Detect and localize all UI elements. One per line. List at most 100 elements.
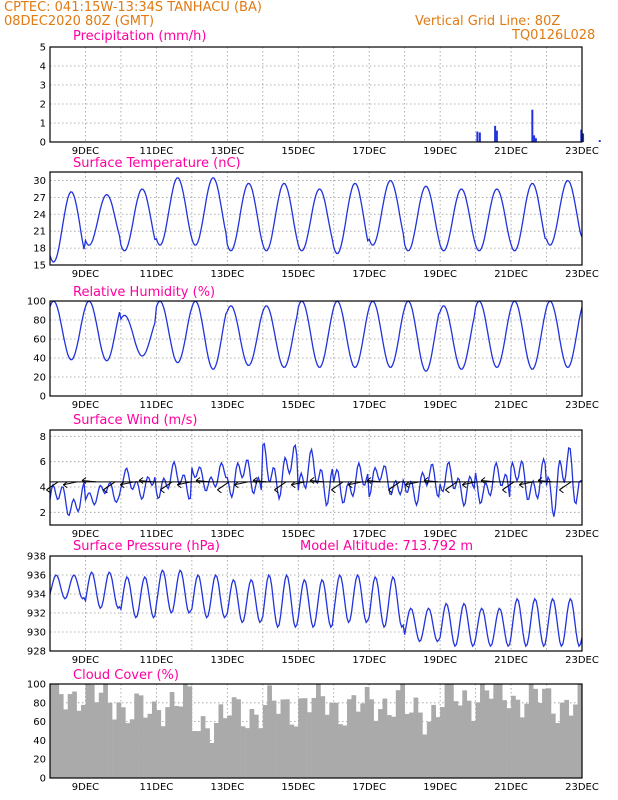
cloud-bar — [214, 722, 219, 778]
wind-arrow-head — [404, 481, 410, 489]
cloud-bar — [245, 728, 250, 778]
y-tick-label: 928 — [27, 647, 46, 658]
cloud-bar — [466, 700, 472, 778]
panel-frame — [49, 429, 583, 526]
cloud-bar — [67, 694, 73, 778]
cloud-bar — [112, 719, 117, 778]
x-tick-label: 23DEC — [565, 400, 599, 411]
panel-title: Relative Humidity (%) — [73, 285, 215, 300]
cloud-bar — [435, 717, 441, 778]
cloud-bar — [559, 702, 565, 778]
panel-title: Surface Pressure (hPa) — [73, 539, 220, 554]
y-tick-label: 80 — [33, 698, 46, 709]
cloud-bar — [267, 685, 272, 778]
wind-arrow-head — [388, 486, 393, 494]
y-tick-label: 8 — [40, 432, 46, 443]
x-tick-label: 23DEC — [565, 655, 599, 666]
panel-frame — [49, 683, 583, 779]
x-tick-label: 23DEC — [565, 269, 599, 280]
x-tick-label: 17DEC — [352, 269, 386, 280]
y-tick-label: 15 — [33, 261, 46, 272]
cloud-bar — [497, 684, 503, 778]
precip-bar — [534, 138, 537, 142]
panel-frame — [49, 46, 583, 143]
cloud-bar — [564, 699, 569, 778]
cloud-bar — [519, 717, 525, 778]
x-tick-label: 21DEC — [494, 269, 528, 280]
precip-bar — [494, 125, 497, 142]
panel-2: Surface Temperature (nC) 15 18 21 24 27 30 9DEC… — [33, 156, 599, 280]
wind-arrow — [481, 480, 496, 483]
x-tick-label: 13DEC — [210, 529, 244, 540]
cloud-bar — [355, 711, 361, 778]
cloud-bar — [422, 734, 428, 778]
x-tick-label: 15DEC — [281, 529, 315, 540]
x-tick-label: 21DEC — [494, 782, 528, 793]
x-tick-label: 15DEC — [281, 146, 315, 157]
panel-5: Surface Pressure (hPa) Model Altitude: 71… — [27, 539, 599, 666]
y-tick-label: 80 — [33, 316, 46, 327]
precip-bar — [495, 130, 498, 142]
cloud-bar — [577, 684, 583, 778]
header-grid-note: Vertical Grid Line: 80Z — [415, 14, 561, 29]
cloud-bar — [511, 695, 516, 778]
y-tick-label: 20 — [33, 755, 46, 766]
x-tick-label: 17DEC — [352, 146, 386, 157]
cloud-bar — [191, 730, 197, 778]
x-tick-label: 15DEC — [281, 400, 315, 411]
wind-arrow-head — [217, 486, 222, 494]
panel-title: Cloud Cover (%) — [73, 668, 179, 683]
cloud-bar — [169, 692, 175, 778]
x-tick-label: 11DEC — [140, 782, 174, 793]
series-line — [49, 569, 583, 648]
x-tick-label: 15DEC — [281, 782, 315, 793]
wind-arrow — [82, 480, 97, 483]
x-tick-label: 13DEC — [210, 269, 244, 280]
wind-arrow-head — [160, 486, 165, 494]
y-tick-label: 930 — [27, 628, 46, 639]
x-tick-label: 17DEC — [352, 782, 386, 793]
wind-arrow — [139, 480, 154, 483]
x-tick-label: 11DEC — [140, 529, 174, 540]
cloud-bar — [488, 698, 494, 778]
y-tick-label: 18 — [33, 244, 46, 255]
y-tick-label: 0 — [40, 774, 46, 785]
x-tick-label: 17DEC — [352, 655, 386, 666]
wind-arrow — [538, 480, 553, 483]
y-tick-label: 5 — [40, 43, 46, 54]
panel-annotation: Model Altitude: 713.792 m — [300, 539, 473, 554]
cloud-bar — [431, 704, 436, 778]
cloud-bar — [289, 724, 295, 778]
y-tick-label: 0 — [40, 392, 46, 403]
cloud-bar — [125, 723, 131, 778]
y-tick-label: 4 — [40, 483, 46, 494]
cloud-bar — [546, 688, 552, 778]
x-tick-label: 13DEC — [210, 782, 244, 793]
wind-arrow-head — [461, 481, 467, 489]
x-tick-label: 9DEC — [72, 529, 99, 540]
y-tick-label: 932 — [27, 609, 46, 620]
cloud-bar — [151, 701, 157, 778]
panel-frame — [49, 300, 583, 397]
x-tick-label: 23DEC — [565, 146, 599, 157]
wind-arrow-head — [119, 481, 125, 489]
header-station: CPTEC: 041:15W-13:34S TANHACU (BA) — [4, 0, 262, 15]
wind-arrow-head — [347, 481, 353, 489]
x-tick-label: 11DEC — [140, 146, 174, 157]
x-tick-label: 21DEC — [494, 146, 528, 157]
cloud-bar — [382, 698, 388, 778]
cloud-bar — [200, 716, 206, 778]
cloud-bar — [573, 704, 578, 778]
cloud-bar — [98, 692, 104, 778]
cloud-bar — [417, 712, 423, 778]
panel-title: Surface Temperature (nC) — [73, 156, 241, 171]
cloud-bar — [480, 684, 485, 778]
wind-arrow — [348, 481, 363, 486]
y-tick-label: 3 — [40, 81, 46, 92]
cloud-bar — [462, 690, 468, 778]
x-tick-label: 11DEC — [140, 269, 174, 280]
cloud-bar — [63, 709, 69, 778]
x-tick-label: 15DEC — [281, 655, 315, 666]
cloud-bar — [72, 691, 77, 778]
wind-arrow — [462, 481, 477, 486]
